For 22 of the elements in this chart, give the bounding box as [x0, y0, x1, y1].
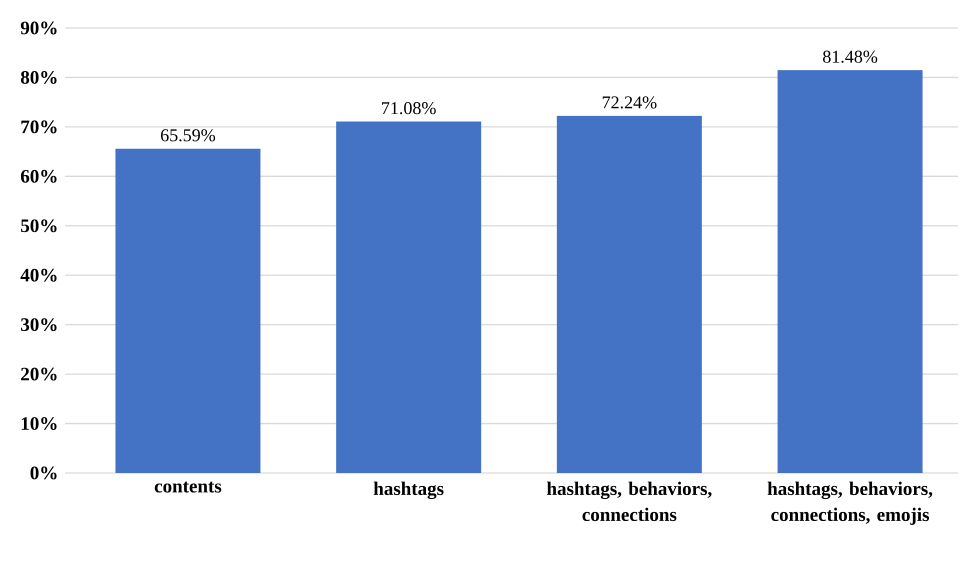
bar — [336, 122, 482, 473]
x-tick-label: hashtags, behaviors, connections — [546, 482, 712, 522]
x-tick-label: contents — [154, 482, 222, 493]
data-label: 71.08% — [382, 102, 436, 114]
data-label: 81.48% — [823, 50, 878, 63]
y-tick-label: 20% — [21, 368, 57, 381]
y-tick-label: 10% — [22, 417, 57, 430]
data-label: 72.24% — [602, 96, 656, 109]
x-tick-label: hashtags, behaviors, connections, emojis — [768, 482, 932, 525]
y-tick-label: 50% — [21, 219, 57, 232]
bar — [778, 70, 923, 473]
y-tick-label: 0% — [30, 466, 57, 480]
y-tick-label: 60% — [20, 170, 57, 183]
bar — [556, 116, 702, 473]
y-tick-label: 70% — [21, 120, 57, 134]
y-tick-label: 80% — [20, 70, 57, 84]
y-tick-label: 30% — [21, 318, 57, 332]
y-tick-label: 40% — [20, 268, 57, 282]
data-label: 65.59% — [160, 129, 216, 142]
y-tick-label: 90% — [20, 22, 57, 34]
x-tick-label: hashtags — [374, 482, 444, 500]
bar — [115, 148, 260, 473]
